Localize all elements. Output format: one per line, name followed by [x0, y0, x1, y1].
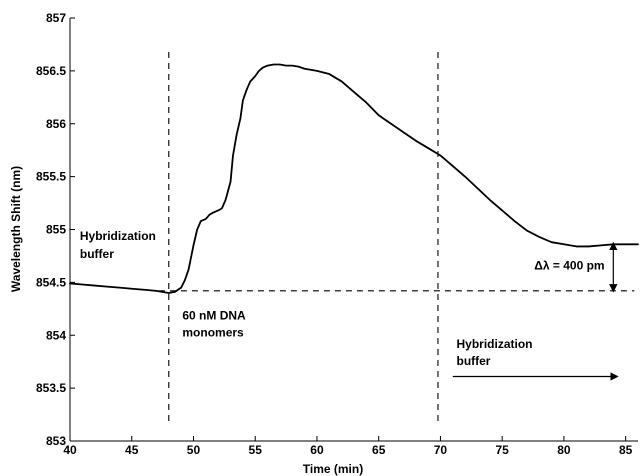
chart-annotation: buffer: [456, 354, 490, 368]
chart-annotation: monomers: [182, 325, 244, 339]
x-tick-label: 80: [557, 443, 571, 457]
chart-annotation: buffer: [80, 247, 114, 261]
x-tick-label: 70: [434, 443, 448, 457]
x-tick-label: 75: [495, 443, 509, 457]
y-tick-label: 855: [46, 223, 66, 237]
chart-annotation: Δλ = 400 pm: [534, 259, 604, 273]
axes-layer: 40 45 50 55 60 65 70 75 80 85 853 853.5 854 854.5 855 8…: [36, 11, 638, 457]
x-tick-label: 45: [125, 443, 139, 457]
x-tick-label: 60: [310, 443, 324, 457]
chart-annotation: 60 nM DNA: [182, 308, 246, 322]
y-tick-label: 853: [46, 434, 66, 448]
x-tick-label: 55: [249, 443, 263, 457]
x-tick-label: 50: [187, 443, 201, 457]
y-axis-label: Wavelength Shift (nm): [9, 166, 23, 292]
chart-annotation: Hybridization: [456, 337, 532, 351]
y-tick-label: 854.5: [36, 275, 66, 289]
series-layer: [69, 63, 639, 294]
y-tick-label: 854: [46, 328, 66, 342]
y-tick-label: 853.5: [36, 381, 66, 395]
annotation-layer: Hybridization buffer 60 nM DNA monomers Hybr…: [80, 229, 619, 381]
y-tick-label: 856: [46, 117, 66, 131]
reference-layer: [158, 52, 635, 424]
y-tick-label: 856.5: [36, 64, 66, 78]
x-tick-label: 65: [372, 443, 386, 457]
series-line: [69, 63, 639, 294]
chart-annotation: Hybridization: [80, 229, 156, 243]
x-axis-label: Time (min): [303, 462, 363, 476]
y-tick-label: 855.5: [36, 170, 66, 184]
x-tick-label: 85: [619, 443, 633, 457]
x-tick-label: 40: [63, 443, 77, 457]
y-tick-label: 857: [46, 11, 66, 25]
